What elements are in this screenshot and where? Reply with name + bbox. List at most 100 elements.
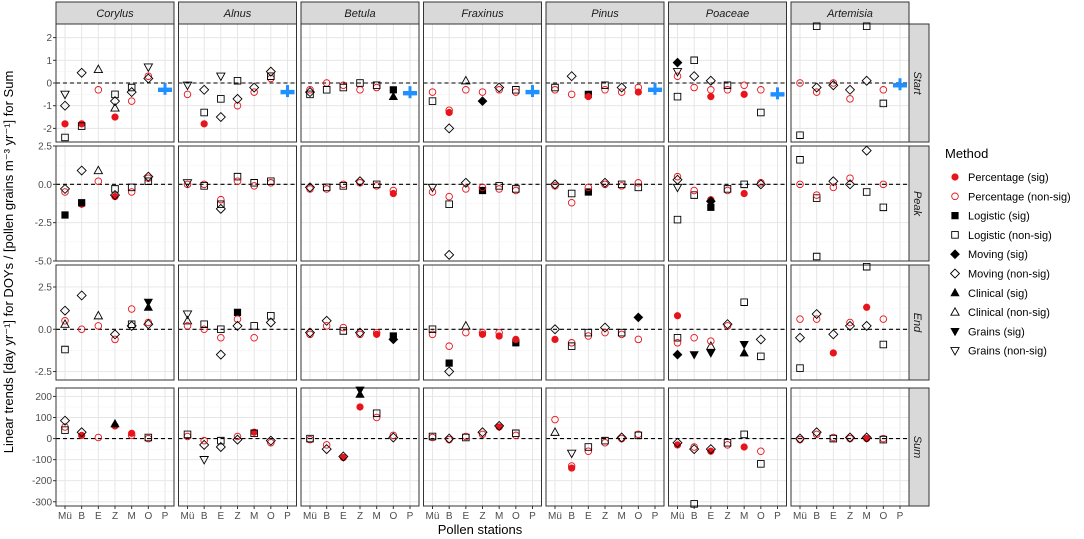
data-point xyxy=(879,340,888,349)
y-tick-label: 2 xyxy=(46,33,52,44)
y-tick-label: 100 xyxy=(35,413,52,424)
legend-key xyxy=(951,173,959,181)
data-point xyxy=(812,252,821,261)
data-point xyxy=(812,22,821,31)
data-point xyxy=(61,426,69,434)
data-point xyxy=(76,165,87,176)
data-point xyxy=(829,183,838,192)
data-point xyxy=(144,177,153,186)
data-point xyxy=(705,444,716,455)
data-point xyxy=(265,435,276,446)
data-point xyxy=(599,177,611,188)
data-point xyxy=(460,75,471,85)
data-point xyxy=(444,433,455,444)
legend-key xyxy=(950,306,960,316)
facet-label-end: End xyxy=(911,313,923,333)
data-point xyxy=(796,131,804,139)
data-point xyxy=(722,319,733,330)
data-point xyxy=(740,430,748,439)
data-point xyxy=(844,432,856,443)
data-point xyxy=(812,430,821,439)
data-point xyxy=(217,200,225,209)
facet-panels: Corylus Alnus Betula Fraxinus Pinus Poaceae Ar… xyxy=(32,1,930,522)
data-point xyxy=(78,120,86,128)
legend-key xyxy=(951,231,959,239)
y-tick-label: -100 xyxy=(32,455,52,466)
x-tick-label: O xyxy=(757,511,765,522)
data-point xyxy=(265,66,276,77)
data-point xyxy=(182,81,193,91)
data-point xyxy=(723,185,732,193)
data-point xyxy=(828,80,839,91)
y-tick-label: 0 xyxy=(46,79,52,90)
data-point xyxy=(707,447,715,455)
data-point xyxy=(445,342,453,350)
data-point xyxy=(127,183,136,192)
data-point xyxy=(690,83,698,92)
facet-label-start: Start xyxy=(911,71,923,95)
data-point xyxy=(61,345,69,354)
data-point xyxy=(304,86,316,98)
x-axis-title: Pollen stations xyxy=(438,522,523,537)
data-point xyxy=(634,83,643,92)
y-tick-label: -200 xyxy=(32,476,52,487)
data-point xyxy=(94,86,103,94)
data-point xyxy=(306,86,314,94)
data-point xyxy=(233,177,242,186)
data-point xyxy=(339,182,348,190)
data-point xyxy=(690,500,698,508)
data-point xyxy=(77,325,86,334)
x-tick-label: P xyxy=(529,511,536,522)
data-point xyxy=(634,431,643,440)
data-point xyxy=(757,86,765,94)
data-point xyxy=(672,349,683,360)
p-station-marker-stem xyxy=(776,87,779,100)
data-point xyxy=(93,310,104,320)
x-tick-label: Mü xyxy=(181,511,195,522)
data-point xyxy=(617,180,626,189)
facet-label-artemisia: Artemisia xyxy=(826,8,873,20)
data-point xyxy=(265,317,276,328)
x-tick-label: B xyxy=(323,511,330,522)
x-tick-label: B xyxy=(568,511,575,522)
data-point xyxy=(110,418,120,428)
data-point xyxy=(460,177,471,188)
data-point xyxy=(462,433,470,442)
data-point xyxy=(61,317,69,325)
data-point xyxy=(584,328,593,337)
data-point xyxy=(477,427,488,438)
data-point xyxy=(232,434,243,445)
data-point xyxy=(60,318,70,328)
x-tick-label: Mü xyxy=(303,511,317,522)
data-point xyxy=(322,441,331,449)
data-point xyxy=(616,82,627,93)
data-point xyxy=(356,403,364,411)
x-tick-label: B xyxy=(691,511,698,522)
data-point xyxy=(200,120,208,128)
data-point xyxy=(566,449,577,459)
data-point xyxy=(60,90,70,100)
data-point xyxy=(812,88,821,96)
data-point xyxy=(76,290,87,301)
y-tick-label: 0.0 xyxy=(38,325,52,336)
x-tick-label: E xyxy=(707,511,714,522)
data-point xyxy=(250,179,258,187)
data-point xyxy=(339,83,348,92)
x-tick-label: B xyxy=(201,511,208,522)
data-point xyxy=(61,120,69,128)
data-point xyxy=(672,183,683,193)
data-point xyxy=(477,96,488,107)
x-tick-label: Z xyxy=(234,511,240,522)
data-point xyxy=(215,72,226,82)
data-point xyxy=(690,333,698,342)
data-point xyxy=(723,81,732,90)
y-tick-label: 0.0 xyxy=(38,180,52,191)
data-point xyxy=(568,464,576,472)
panel-frame xyxy=(790,23,910,143)
data-point xyxy=(757,460,765,468)
data-point xyxy=(445,108,453,117)
legend: Method Percentage (sig) Percentage (non-s… xyxy=(945,146,1071,358)
data-point xyxy=(444,123,455,134)
data-point xyxy=(111,185,119,193)
data-point xyxy=(199,439,210,450)
